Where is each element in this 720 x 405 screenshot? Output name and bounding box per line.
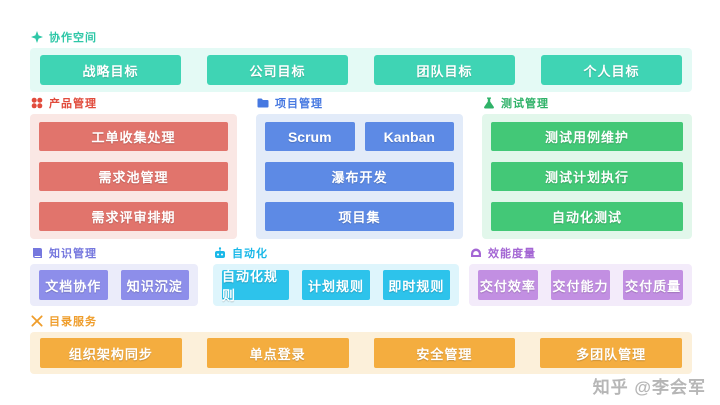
btn-personal-goals[interactable]: 个人目标 (541, 55, 682, 85)
btn-security-management[interactable]: 安全管理 (373, 338, 516, 368)
collaboration-space-panel: 战略目标 公司目标 团队目标 个人目标 (30, 48, 692, 92)
btn-kanban[interactable]: Kanban (364, 122, 454, 151)
grid-dots-icon (30, 97, 43, 110)
automation-panel: 自动化规则 计划规则 即时规则 (213, 264, 459, 306)
btn-org-structure-sync[interactable]: 组织架构同步 (40, 338, 182, 368)
gauge-icon (469, 247, 482, 260)
product-management-panel: 工单收集处理 需求池管理 需求评审排期 (30, 114, 237, 239)
btn-company-goals[interactable]: 公司目标 (207, 55, 348, 85)
btn-multi-team-management[interactable]: 多团队管理 (540, 338, 682, 368)
btn-scrum[interactable]: Scrum (265, 122, 355, 151)
folder-icon (256, 97, 269, 110)
secondary-sections-row: 知识管理 文档协作 知识沉淀 自动化 自动化规则 计划规则 即时规则 (30, 246, 692, 306)
section-title: 测试管理 (501, 98, 549, 110)
btn-automated-testing[interactable]: 自动化测试 (491, 202, 683, 231)
btn-requirement-review[interactable]: 需求评审排期 (39, 202, 228, 231)
btn-team-goals[interactable]: 团队目标 (374, 55, 515, 85)
test-management-section: 测试管理 测试用例维护 测试计划执行 自动化测试 (482, 96, 692, 239)
section-title: 项目管理 (275, 98, 323, 110)
btn-knowledge-accumulation[interactable]: 知识沉淀 (120, 270, 189, 300)
btn-test-plan-execution[interactable]: 测试计划执行 (491, 162, 683, 191)
btn-instant-rules[interactable]: 即时规则 (382, 270, 450, 300)
btn-automation-rules[interactable]: 自动化规则 (222, 269, 290, 303)
section-title: 目录服务 (49, 316, 97, 328)
btn-strategic-goals[interactable]: 战略目标 (40, 55, 181, 85)
directory-service-header: 目录服务 (30, 314, 692, 328)
section-title: 协作空间 (49, 32, 97, 44)
project-management-header: 项目管理 (256, 96, 463, 110)
performance-metrics-header: 效能度量 (469, 246, 692, 260)
performance-metrics-panel: 交付效率 交付能力 交付质量 (469, 264, 692, 306)
product-management-section: 产品管理 工单收集处理 需求池管理 需求评审排期 (30, 96, 237, 239)
section-title: 自动化 (232, 248, 268, 260)
collaboration-space-section: 协作空间 战略目标 公司目标 团队目标 个人目标 (30, 30, 692, 92)
flask-icon (482, 97, 495, 110)
performance-metrics-section: 效能度量 交付效率 交付能力 交付质量 (469, 246, 692, 306)
btn-scheduled-rules[interactable]: 计划规则 (302, 270, 370, 300)
section-title: 效能度量 (488, 248, 536, 260)
zhihu-author-watermark: 知乎 @李会军 (592, 378, 706, 397)
test-management-header: 测试管理 (482, 96, 692, 110)
btn-delivery-quality[interactable]: 交付质量 (623, 270, 684, 300)
directory-service-panel: 组织架构同步 单点登录 安全管理 多团队管理 (30, 332, 692, 374)
robot-icon (213, 247, 226, 260)
btn-ticket-collection[interactable]: 工单收集处理 (39, 122, 228, 151)
automation-header: 自动化 (213, 246, 459, 260)
diagram-content: 协作空间 战略目标 公司目标 团队目标 个人目标 产品管理 工单收集处理 (30, 30, 692, 374)
btn-requirement-pool[interactable]: 需求池管理 (39, 162, 228, 191)
directory-service-section: 目录服务 组织架构同步 单点登录 安全管理 多团队管理 (30, 314, 692, 374)
book-icon (30, 247, 43, 260)
agile-methods-row: Scrum Kanban (265, 122, 454, 151)
btn-single-sign-on[interactable]: 单点登录 (206, 338, 349, 368)
knowledge-management-header: 知识管理 (30, 246, 198, 260)
btn-doc-collaboration[interactable]: 文档协作 (39, 270, 108, 300)
project-management-section: 项目管理 Scrum Kanban 瀑布开发 项目集 (256, 96, 463, 239)
crossed-tools-icon (30, 315, 43, 328)
btn-test-case-maintenance[interactable]: 测试用例维护 (491, 122, 683, 151)
main-sections-row: 产品管理 工单收集处理 需求池管理 需求评审排期 项目管理 Scr (30, 96, 692, 239)
btn-program[interactable]: 项目集 (265, 202, 454, 231)
btn-delivery-capability[interactable]: 交付能力 (550, 270, 611, 300)
knowledge-management-section: 知识管理 文档协作 知识沉淀 (30, 246, 198, 306)
collaboration-space-header: 协作空间 (30, 30, 692, 44)
knowledge-management-panel: 文档协作 知识沉淀 (30, 264, 198, 306)
product-management-header: 产品管理 (30, 96, 237, 110)
project-management-panel: Scrum Kanban 瀑布开发 项目集 (256, 114, 463, 239)
btn-delivery-efficiency[interactable]: 交付效率 (478, 270, 538, 300)
automation-section: 自动化 自动化规则 计划规则 即时规则 (213, 246, 459, 306)
section-title: 产品管理 (49, 98, 97, 110)
collaboration-icon (30, 31, 43, 44)
test-management-panel: 测试用例维护 测试计划执行 自动化测试 (482, 114, 692, 239)
section-title: 知识管理 (49, 248, 97, 260)
btn-waterfall[interactable]: 瀑布开发 (265, 162, 454, 191)
